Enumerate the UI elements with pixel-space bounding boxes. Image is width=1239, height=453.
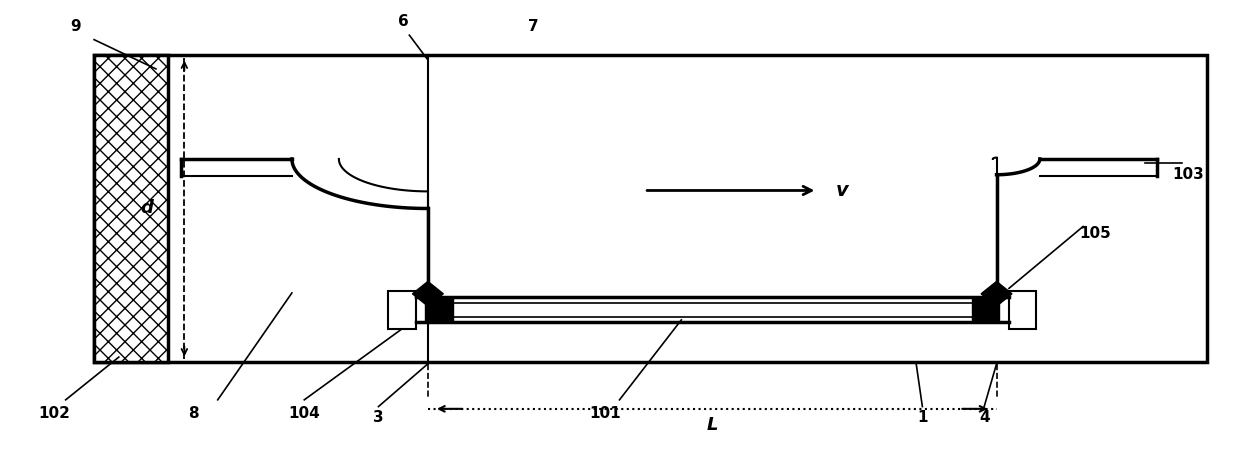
Bar [971,298,999,322]
Text: 103: 103 [1172,167,1204,182]
Bar [94,55,169,361]
Text: 7: 7 [528,19,538,34]
Text: L: L [706,415,717,434]
Polygon shape [981,281,1012,306]
Bar [1009,291,1036,329]
Text: 6: 6 [398,14,409,29]
Text: d: d [141,199,154,217]
Bar [388,291,415,329]
Text: 104: 104 [289,406,320,421]
Text: 105: 105 [1079,226,1111,241]
Bar [94,55,1207,361]
Text: 4: 4 [979,410,990,425]
Text: v: v [836,181,849,200]
Bar [425,298,452,322]
Text: 101: 101 [589,406,621,421]
Text: 102: 102 [38,406,71,421]
Polygon shape [413,281,444,306]
Text: 8: 8 [187,406,198,421]
Text: 9: 9 [71,19,81,34]
Text: 1: 1 [917,410,928,425]
Text: 3: 3 [373,410,384,425]
